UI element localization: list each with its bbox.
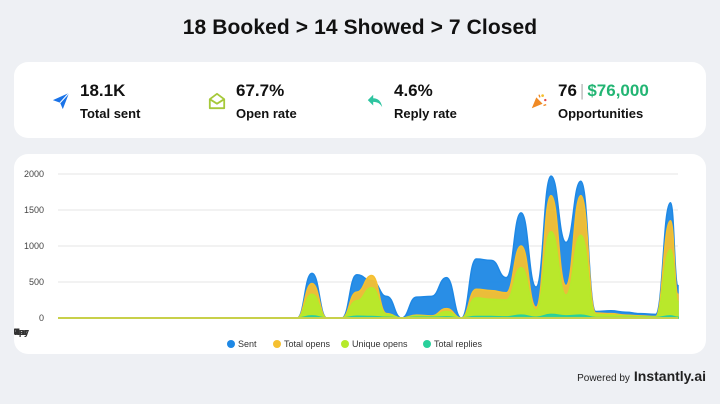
legend-label: Total opens (284, 339, 331, 349)
area-chart: 0 500 1000 1500 2000 01 Mar10 Mar20 Mar01 Apr… (14, 169, 679, 349)
stat-label: Open rate (236, 106, 297, 121)
envelope-open-icon (208, 92, 226, 110)
powered-by-footer: Powered by Instantly.ai (577, 368, 706, 384)
legend-swatch (227, 340, 235, 348)
x-tick-label: 10 Mar (14, 327, 28, 337)
legend-label: Total replies (434, 339, 483, 349)
x-tick-label: 01 Mar (14, 327, 29, 337)
stat-label: Total sent (80, 106, 141, 121)
x-tick-label: 01 May (14, 327, 29, 337)
y-tick-label: 1500 (24, 205, 44, 215)
headline-title: 18 Booked > 14 Showed > 7 Closed (182, 16, 538, 39)
brand-logo-text: Instantly.ai (633, 368, 706, 384)
x-tick-label: 01 Apr (14, 327, 28, 337)
reply-arrow-icon (367, 94, 383, 108)
y-tick-label: 500 (29, 277, 44, 287)
x-tick-label: 20 Mar (14, 327, 28, 337)
x-tick-label: 20 Apr (14, 327, 27, 337)
y-tick-label: 1000 (24, 241, 44, 251)
legend-swatch (341, 340, 349, 348)
stat-value: 4.6% (394, 81, 433, 100)
x-tick-label: 10 Apr (14, 327, 27, 337)
legend-label: Unique opens (352, 339, 408, 349)
opportunity-value: $76,000 (587, 81, 649, 100)
legend-label: Sent (238, 339, 257, 349)
party-popper-icon (531, 94, 547, 109)
chart-card: 0 500 1000 1500 2000 01 Mar10 Mar20 Mar01 Apr… (14, 154, 706, 354)
stats-card: 18.1K Total sent 67.7% Open rate 4.6% Re… (14, 62, 706, 138)
y-tick-label: 0 (39, 313, 44, 323)
series-area-unique-opens (58, 230, 679, 319)
stat-value: 76 | $76,000 (558, 81, 649, 100)
stat-label: Opportunities (558, 106, 644, 121)
stat-value: 67.7% (236, 81, 285, 100)
x-tick-label: 20 May (14, 327, 29, 337)
legend-swatch (273, 340, 281, 348)
stat-value: 18.1K (80, 81, 126, 100)
paper-plane-icon (52, 92, 70, 110)
stat-label: Reply rate (394, 106, 457, 121)
y-tick-label: 2000 (24, 169, 44, 179)
x-tick-label: 10 May (14, 327, 29, 337)
legend-swatch (423, 340, 431, 348)
